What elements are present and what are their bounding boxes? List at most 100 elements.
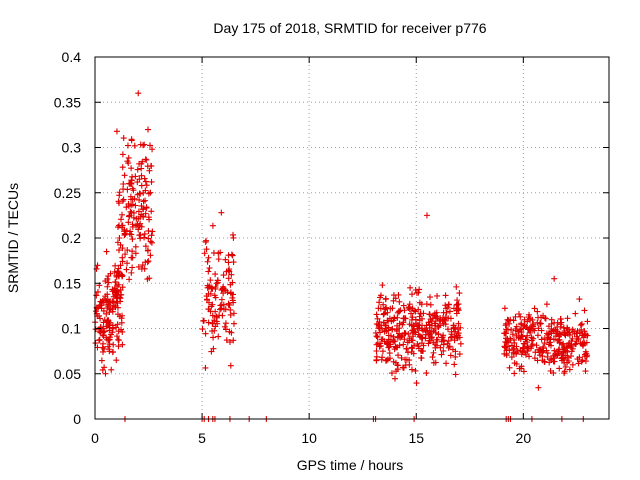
data-point (416, 332, 423, 339)
data-point (129, 221, 136, 228)
data-point (205, 284, 212, 291)
data-point (403, 345, 410, 352)
data-point (96, 336, 103, 343)
data-point (228, 271, 235, 278)
data-point (427, 301, 434, 308)
data-point (558, 319, 565, 326)
data-point (209, 328, 216, 335)
data-point (406, 357, 413, 364)
data-point (410, 350, 417, 357)
data-point (577, 340, 584, 347)
y-tick-label: 0.1 (62, 321, 82, 337)
data-point (140, 206, 147, 213)
data-point (229, 297, 236, 304)
data-point (447, 352, 454, 359)
data-point (533, 342, 540, 349)
data-point (501, 305, 508, 312)
data-point (383, 304, 390, 311)
data-point (406, 335, 413, 342)
data-point (382, 357, 389, 364)
data-point (125, 200, 132, 207)
data-point (525, 314, 532, 321)
x-tick-label: 20 (516, 430, 532, 446)
data-point (400, 302, 407, 309)
data-point (400, 341, 407, 348)
data-point (398, 354, 405, 361)
data-point (112, 278, 119, 285)
data-point (94, 262, 101, 269)
data-point (108, 366, 115, 373)
data-point (432, 341, 439, 348)
data-point (423, 370, 430, 377)
data-point (97, 315, 104, 322)
data-point (407, 284, 414, 291)
data-point (109, 349, 116, 356)
data-point (581, 351, 588, 358)
data-point (409, 305, 416, 312)
data-point (569, 326, 576, 333)
y-tick-label: 0.3 (62, 140, 82, 156)
y-tick-label: 0 (73, 411, 81, 427)
data-point (578, 326, 585, 333)
data-point (116, 200, 123, 207)
data-point (373, 348, 380, 355)
data-point (126, 180, 133, 187)
data-point (225, 259, 232, 266)
data-point (142, 187, 149, 194)
data-point (380, 319, 387, 326)
x-tick-label: 10 (301, 430, 317, 446)
data-point (455, 320, 462, 327)
data-point (446, 343, 453, 350)
data-point (207, 308, 214, 315)
data-point (423, 301, 430, 308)
data-point (396, 298, 403, 305)
data-point (445, 326, 451, 333)
data-point (382, 296, 389, 303)
data-point (372, 329, 379, 336)
data-point (93, 308, 100, 315)
data-point (575, 360, 582, 367)
data-point (556, 336, 563, 343)
data-point (559, 354, 566, 361)
data-point (199, 326, 206, 333)
data-point (373, 333, 380, 340)
data-point (383, 340, 390, 347)
data-point (147, 238, 154, 245)
data-point (145, 190, 152, 197)
data-point (202, 330, 209, 337)
data-point (135, 215, 142, 222)
data-point (201, 250, 208, 257)
data-point (122, 251, 129, 258)
data-point (115, 281, 122, 288)
data-point (518, 320, 525, 327)
data-point (149, 228, 156, 235)
data-point (404, 339, 411, 346)
data-point (120, 135, 127, 142)
data-point (547, 357, 554, 364)
data-point (101, 328, 108, 335)
data-point (222, 256, 229, 263)
data-point (434, 292, 441, 299)
y-tick-label: 0.15 (54, 275, 81, 291)
data-point (581, 307, 588, 314)
data-point (530, 335, 537, 342)
data-point (142, 259, 149, 266)
data-point (560, 340, 567, 347)
data-point (382, 305, 389, 312)
data-point (132, 243, 139, 250)
data-point (109, 286, 116, 293)
data-point (208, 285, 215, 292)
data-point (582, 368, 589, 375)
data-point (206, 265, 213, 272)
data-point (205, 254, 212, 261)
data-point (556, 365, 563, 372)
data-point (144, 276, 151, 283)
data-point (227, 290, 234, 297)
data-point (393, 368, 400, 375)
data-point (136, 190, 143, 197)
data-point (445, 337, 452, 344)
data-point (584, 318, 591, 325)
data-point (142, 197, 149, 204)
data-point (520, 340, 527, 347)
data-point (513, 360, 520, 367)
